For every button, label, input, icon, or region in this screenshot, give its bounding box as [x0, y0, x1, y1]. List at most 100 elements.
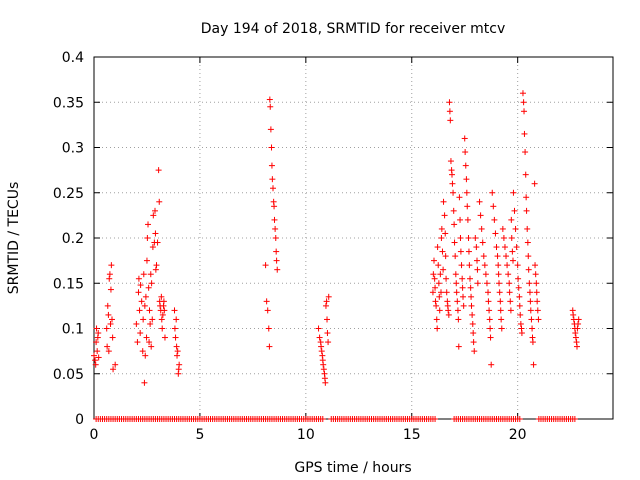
data-point	[508, 216, 515, 223]
zero-data-point	[516, 416, 523, 422]
data-point	[462, 162, 469, 169]
data-point	[531, 180, 538, 187]
data-point	[462, 149, 469, 156]
data-point	[516, 293, 523, 300]
data-point	[144, 235, 151, 241]
data-point	[432, 284, 439, 291]
data-point	[470, 330, 477, 337]
data-point	[478, 225, 485, 232]
data-point	[451, 239, 458, 246]
data-point	[158, 316, 165, 323]
data-point	[435, 262, 442, 269]
data-point	[266, 96, 273, 103]
data-point	[476, 198, 483, 205]
data-point	[429, 289, 436, 296]
data-point	[572, 330, 579, 337]
data-point	[526, 280, 533, 287]
data-point	[452, 253, 459, 260]
data-point	[432, 298, 439, 305]
data-point	[146, 339, 153, 346]
data-point	[457, 235, 464, 241]
data-point	[479, 239, 486, 246]
data-point	[520, 99, 527, 106]
data-point	[141, 302, 148, 309]
data-point	[446, 108, 453, 115]
data-point	[140, 271, 147, 278]
data-point	[460, 293, 467, 300]
y-axis-label: SRMTID / TECUs	[6, 182, 22, 295]
data-point	[495, 271, 502, 278]
data-point	[437, 271, 444, 278]
data-point	[440, 266, 447, 273]
data-point	[460, 302, 467, 309]
data-point	[268, 144, 275, 151]
data-point	[498, 316, 505, 323]
data-point	[440, 198, 447, 205]
data-point	[152, 266, 159, 273]
data-point	[441, 212, 448, 219]
data-point	[142, 352, 149, 359]
data-point	[104, 343, 111, 350]
data-point	[176, 361, 183, 368]
data-point	[268, 162, 275, 169]
data-point	[322, 302, 329, 309]
data-point	[498, 325, 505, 332]
data-point	[497, 298, 504, 305]
data-point	[507, 298, 514, 305]
data-point	[570, 311, 577, 318]
data-point	[465, 235, 472, 241]
data-point	[533, 280, 540, 287]
data-point	[273, 248, 280, 255]
data-point	[152, 230, 159, 237]
data-point	[147, 271, 154, 278]
data-point	[442, 230, 449, 237]
data-point	[143, 257, 150, 264]
data-points	[91, 90, 582, 422]
data-point	[458, 262, 465, 269]
data-point	[133, 320, 140, 327]
data-point	[514, 262, 521, 269]
data-point	[500, 235, 507, 241]
data-point	[467, 275, 474, 282]
data-point	[160, 298, 167, 305]
data-point	[530, 361, 537, 368]
data-point	[513, 244, 520, 251]
data-point	[450, 207, 457, 214]
data-point	[443, 289, 450, 296]
data-point	[494, 253, 501, 260]
data-point	[437, 289, 444, 296]
data-point	[572, 334, 579, 341]
data-point	[143, 334, 150, 341]
data-point	[573, 343, 580, 350]
data-point	[145, 221, 152, 228]
zero-data-point	[319, 416, 326, 422]
data-point	[450, 189, 457, 196]
data-point	[442, 253, 449, 260]
data-point	[488, 361, 495, 368]
data-point	[135, 289, 142, 296]
data-point	[436, 293, 443, 300]
data-point	[464, 203, 471, 210]
data-point	[433, 316, 440, 323]
data-point	[146, 307, 153, 314]
data-point	[274, 266, 281, 273]
data-point	[471, 348, 478, 355]
data-point	[469, 320, 476, 327]
data-point	[91, 352, 97, 359]
data-point	[472, 235, 479, 241]
y-tick-label: 0.3	[62, 141, 84, 157]
data-point	[474, 280, 481, 287]
data-point	[171, 325, 178, 332]
x-tick-label: 0	[90, 427, 99, 443]
data-point	[145, 284, 152, 291]
data-point	[174, 348, 181, 355]
data-point	[486, 316, 493, 323]
data-point	[522, 171, 529, 178]
data-point	[106, 271, 113, 278]
data-point	[112, 361, 119, 368]
data-point	[161, 334, 168, 341]
data-point	[105, 311, 112, 318]
data-point	[522, 149, 529, 156]
data-point	[515, 275, 522, 282]
